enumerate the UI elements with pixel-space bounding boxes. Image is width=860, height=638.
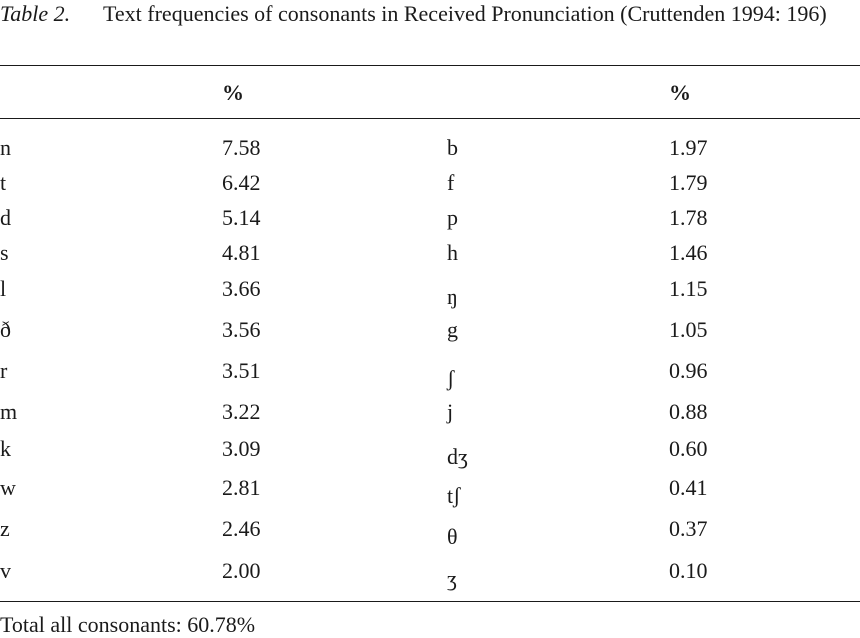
frequency-value: 3.09 [222, 436, 261, 461]
consonant-symbol: z [0, 516, 10, 541]
consonant-symbol: ŋ [447, 284, 458, 309]
consonant-symbol: h [447, 240, 458, 265]
frequency-value: 3.22 [222, 399, 261, 424]
consonant-symbol: f [447, 170, 455, 195]
consonant-symbol: l [0, 276, 7, 301]
consonant-symbol: dʒ [447, 444, 468, 469]
frequency-value: 3.56 [222, 317, 261, 342]
frequency-value: 1.97 [669, 135, 708, 160]
consonant-symbol: ʃ [447, 366, 455, 391]
frequency-value: 7.58 [222, 135, 261, 160]
consonant-symbol: j [447, 399, 454, 424]
consonant-symbol: m [0, 399, 18, 424]
frequency-value: 2.00 [222, 558, 261, 583]
table-total-note: Total all consonants: 60.78% [0, 612, 256, 637]
frequency-value: 5.14 [222, 205, 261, 230]
frequency-value: 1.05 [669, 317, 708, 342]
frequency-value: 3.51 [222, 358, 261, 383]
consonant-symbol: p [447, 205, 458, 230]
header-percent-col1: % [222, 80, 244, 105]
frequency-value: 0.37 [669, 516, 708, 541]
consonant-symbol: d [0, 205, 11, 230]
consonant-symbol: g [447, 317, 458, 342]
consonant-symbol: k [0, 436, 11, 461]
consonant-symbol: n [0, 135, 11, 160]
table-caption-text: Text frequencies of consonants in Receiv… [103, 1, 827, 26]
table-header-rule [0, 118, 860, 120]
header-percent-col2: % [669, 80, 691, 105]
consonant-symbol: b [447, 135, 458, 160]
frequency-value: 0.60 [669, 436, 708, 461]
consonant-symbol: tʃ [447, 483, 461, 508]
frequency-value: 0.88 [669, 399, 708, 424]
consonant-symbol: r [0, 358, 8, 383]
consonant-symbol: w [0, 475, 16, 500]
frequency-value: 1.46 [669, 240, 708, 265]
consonant-symbol: s [0, 240, 9, 265]
frequency-value: 6.42 [222, 170, 261, 195]
consonant-symbol: t [0, 170, 7, 195]
frequency-value: 1.15 [669, 276, 708, 301]
frequency-value: 3.66 [222, 276, 261, 301]
frequency-value: 2.46 [222, 516, 261, 541]
table-top-rule [0, 65, 860, 67]
frequency-value: 2.81 [222, 475, 261, 500]
frequency-value: 0.10 [669, 558, 708, 583]
frequency-value: 4.81 [222, 240, 261, 265]
consonant-symbol: θ [447, 524, 458, 549]
frequency-value: 1.79 [669, 170, 708, 195]
consonant-symbol: v [0, 558, 11, 583]
table-bottom-rule [0, 601, 860, 603]
frequency-value: 0.96 [669, 358, 708, 383]
consonant-symbol: ð [0, 317, 11, 342]
frequency-value: 1.78 [669, 205, 708, 230]
frequency-value: 0.41 [669, 475, 708, 500]
consonant-symbol: ʒ [447, 566, 457, 591]
table-caption-label: Table 2. [0, 1, 71, 26]
